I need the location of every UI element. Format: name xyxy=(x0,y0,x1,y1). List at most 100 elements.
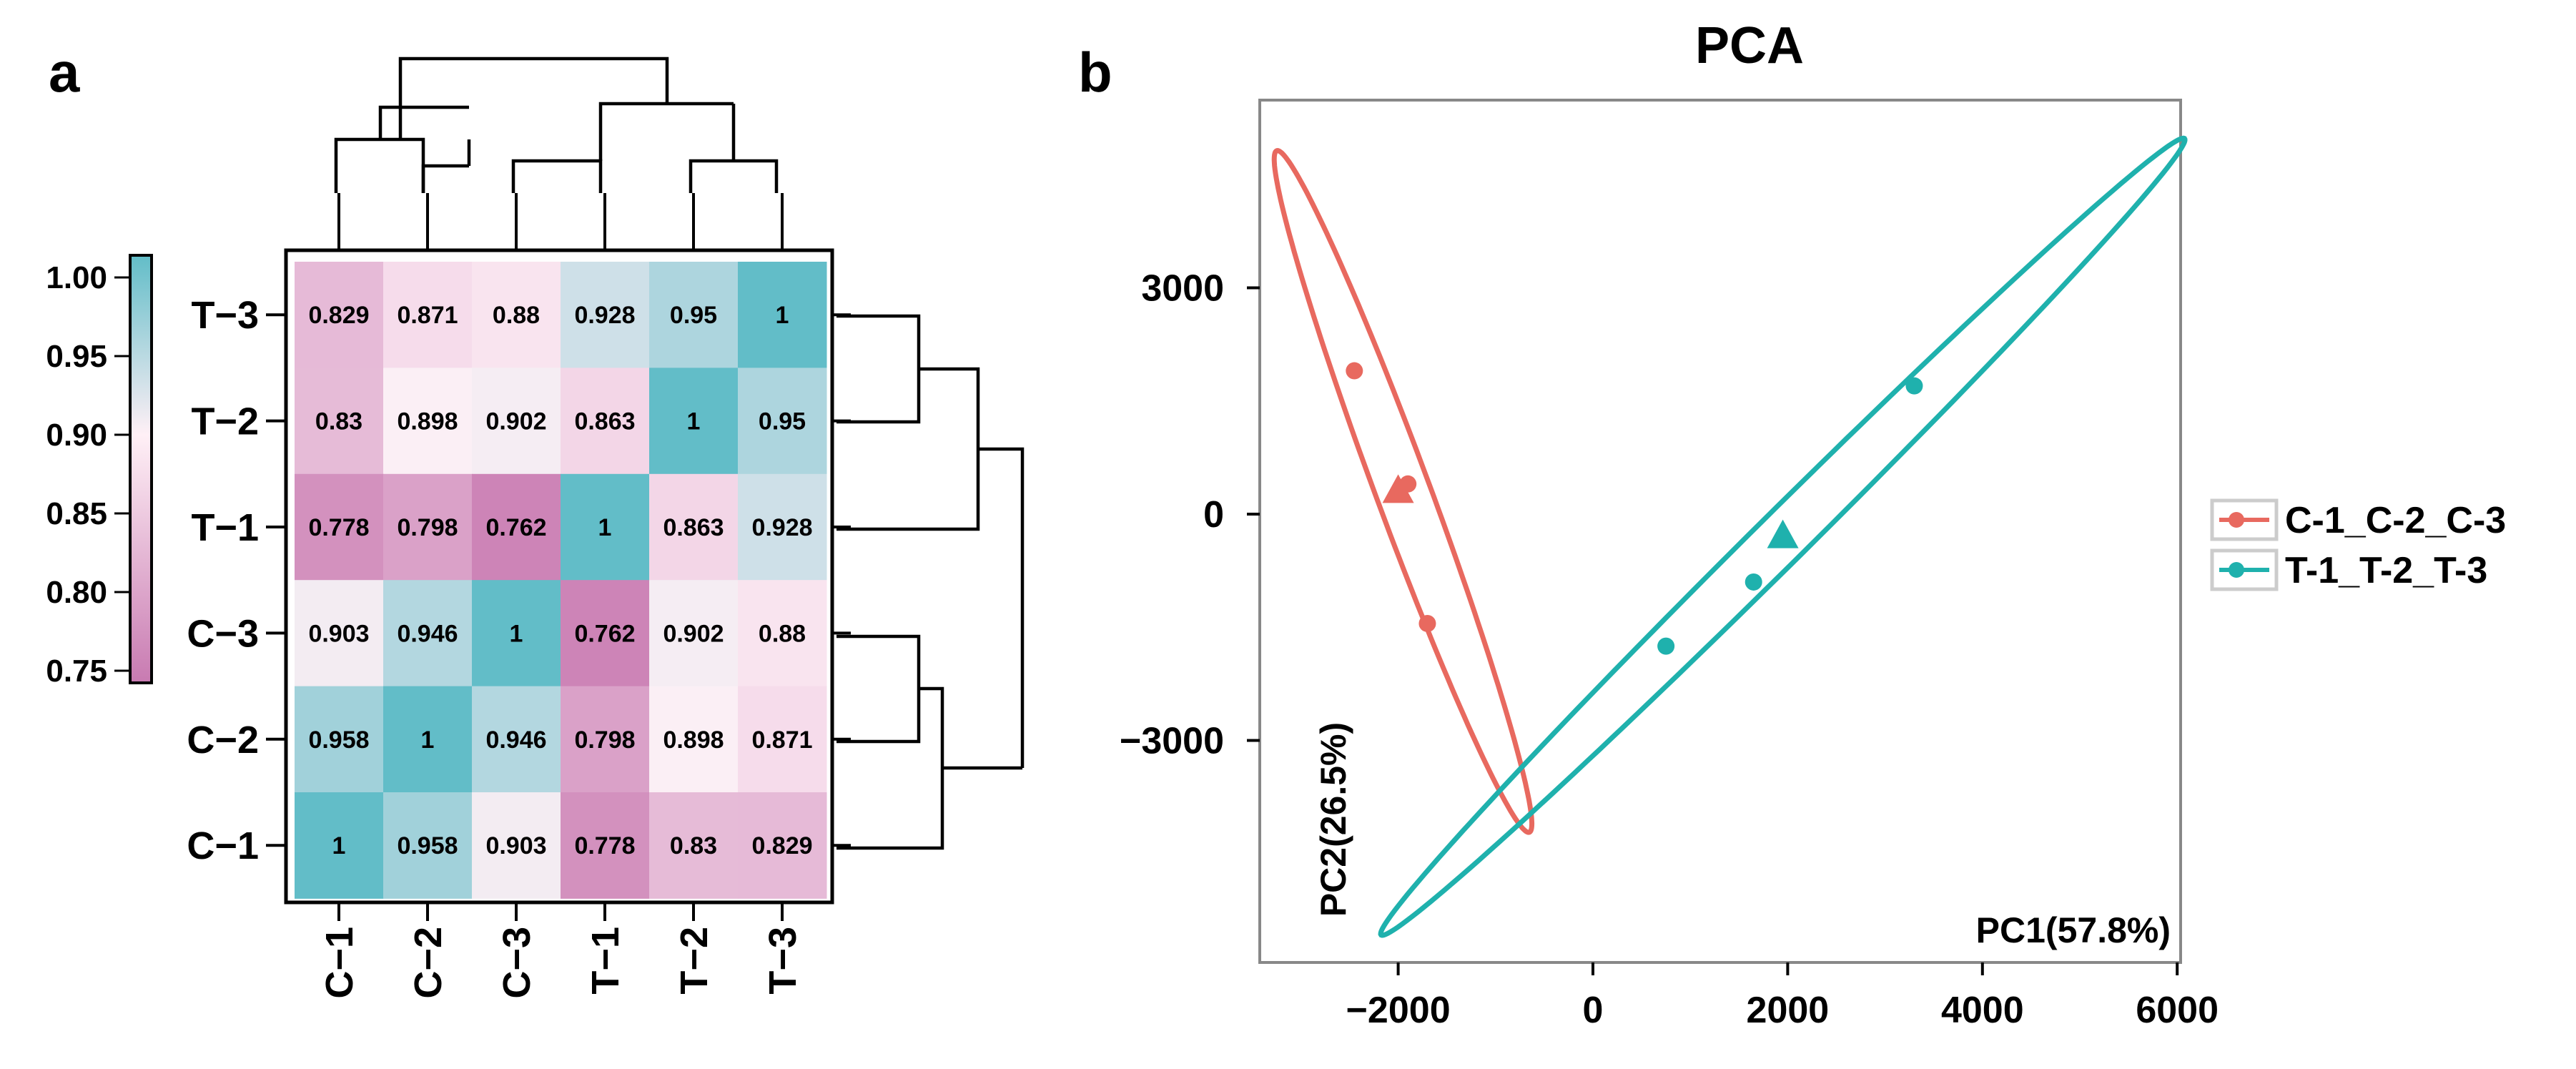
pca-point xyxy=(1745,573,1762,591)
pca-centroid-marker xyxy=(1767,519,1799,548)
heatmap-cell xyxy=(649,580,739,687)
heatmap-row-label: C−3 xyxy=(187,612,259,655)
color-scale-bar xyxy=(129,254,153,684)
pca-x-tick-label: 6000 xyxy=(2136,990,2219,1031)
pca-y-axis-label: PC2(26.5%) xyxy=(1313,722,1353,917)
heatmap-cell-value: 0.829 xyxy=(308,302,369,329)
heatmap-cell xyxy=(561,580,650,687)
heatmap-cell-value: 1 xyxy=(332,832,346,859)
heatmap-cell-value: 0.946 xyxy=(397,620,458,647)
heatmap-col-label: C−2 xyxy=(407,927,450,999)
color-scale-tick-label: 0.85 xyxy=(46,496,107,531)
panel-b-label: b xyxy=(1078,41,1112,104)
heatmap-cell xyxy=(472,580,561,687)
heatmap-cell xyxy=(295,262,384,368)
heatmap-cell-value: 0.903 xyxy=(308,620,369,647)
heatmap-cell-value: 1 xyxy=(421,726,435,754)
heatmap-row-label: C−1 xyxy=(187,824,259,867)
heatmap-cell-value: 0.762 xyxy=(574,620,635,647)
heatmap-cell xyxy=(649,368,739,475)
heatmap-cell-value: 1 xyxy=(598,514,612,541)
heatmap-cell-value: 0.958 xyxy=(397,832,458,859)
heatmap-cell xyxy=(649,686,739,793)
heatmap-cell xyxy=(738,368,827,475)
heatmap-cell-value: 1 xyxy=(510,620,523,647)
pca-axis-ticks: −2000 0 2000 4000 6000 3000 0 −3000 xyxy=(1120,268,2219,1032)
legend-key-dot-c xyxy=(2229,512,2244,528)
legend-label-t: T-1_T-2_T-3 xyxy=(2285,550,2487,591)
heatmap-cell xyxy=(472,262,561,368)
heatmap-row-label: T−1 xyxy=(191,506,259,549)
heatmap-cell-value: 0.928 xyxy=(574,302,635,329)
color-scale-tick-label: 0.95 xyxy=(46,339,107,374)
heatmap-cell-value: 0.83 xyxy=(315,408,362,435)
heatmap-value-labels: 0.829 0.871 0.88 0.928 0.95 1 0.83 0.898 0.902 0.… xyxy=(308,302,812,859)
legend-key-dot-t xyxy=(2229,562,2244,578)
pca-point xyxy=(1905,377,1923,395)
heatmap-cell xyxy=(738,580,827,687)
heatmap-cell xyxy=(649,473,739,581)
heatmap-row-label: T−2 xyxy=(191,400,259,443)
heatmap-cell-value: 0.798 xyxy=(397,514,458,541)
heatmap-cell-value: 0.829 xyxy=(751,832,812,859)
heatmap-cell xyxy=(383,368,473,475)
heatmap-cell xyxy=(295,473,384,581)
heatmap-cell-value: 0.898 xyxy=(397,408,458,435)
color-scale-tick-label: 1.00 xyxy=(46,260,107,295)
heatmap-cell xyxy=(383,262,473,368)
heatmap-cell-value: 0.871 xyxy=(751,726,812,754)
heatmap-cell-value: 1 xyxy=(687,408,701,435)
pca-legend: C-1_C-2_C-3 T-1_T-2_T-3 xyxy=(2210,498,2506,591)
pca-ellipse-t xyxy=(1378,135,2188,938)
heatmap-cell xyxy=(561,262,650,368)
heatmap-col-label: T−2 xyxy=(673,927,716,995)
pca-x-tick-label: 4000 xyxy=(1941,990,2024,1031)
heatmap-cell-value: 0.83 xyxy=(670,832,717,859)
heatmap-cell xyxy=(561,368,650,475)
heatmap-cell-value: 0.946 xyxy=(485,726,546,754)
color-scale-tick-label: 0.75 xyxy=(46,654,107,689)
heatmap-row-label: T−3 xyxy=(191,294,259,337)
heatmap-cell-value: 0.871 xyxy=(397,302,458,329)
heatmap-cell-value: 0.902 xyxy=(663,620,724,647)
heatmap-cell-value: 0.95 xyxy=(670,302,717,329)
heatmap-cell xyxy=(383,792,473,899)
heatmap-cell xyxy=(649,792,739,899)
heatmap-cell xyxy=(383,686,473,793)
heatmap-col-label: C−3 xyxy=(495,927,538,999)
heatmap-cell xyxy=(472,686,561,793)
column-dendrogram xyxy=(334,56,779,193)
heatmap-cell xyxy=(561,686,650,793)
heatmap-cell-value: 0.903 xyxy=(485,832,546,859)
heatmap-cells xyxy=(295,262,827,899)
pca-points xyxy=(1346,362,1923,655)
heatmap-cell-value: 0.88 xyxy=(493,302,540,329)
pca-y-tick-label: −3000 xyxy=(1120,721,1224,762)
pca-x-axis-label: PC1(57.8%) xyxy=(1976,910,2171,950)
heatmap-cell-value: 0.863 xyxy=(663,514,724,541)
pca-ellipses xyxy=(1271,135,2188,938)
pca-point xyxy=(1418,614,1436,632)
color-scale-tick-label: 0.90 xyxy=(46,418,107,453)
pca-plot-area xyxy=(1258,99,2182,964)
heatmap-cell xyxy=(561,792,650,899)
pca-centroid-marker xyxy=(1382,474,1414,503)
heatmap-cell xyxy=(295,580,384,687)
heatmap-cell xyxy=(295,792,384,899)
heatmap-cell-value: 0.762 xyxy=(485,514,546,541)
color-scale-tick-label: 0.80 xyxy=(46,575,107,610)
heatmap-cell xyxy=(561,473,650,581)
heatmap-cell xyxy=(472,792,561,899)
heatmap-cell xyxy=(472,473,561,581)
pca-y-tick-label: 0 xyxy=(1203,494,1224,536)
heatmap-cell xyxy=(738,473,827,581)
heatmap-cell-value: 0.928 xyxy=(751,514,812,541)
heatmap-cell-value: 0.958 xyxy=(308,726,369,754)
pca-x-tick-label: 2000 xyxy=(1747,990,1830,1031)
heatmap-cell-value: 1 xyxy=(776,302,789,329)
heatmap-border xyxy=(284,248,834,905)
heatmap-col-label: C−1 xyxy=(318,927,361,999)
heatmap-cell xyxy=(383,473,473,581)
heatmap-cell-value: 0.798 xyxy=(574,726,635,754)
